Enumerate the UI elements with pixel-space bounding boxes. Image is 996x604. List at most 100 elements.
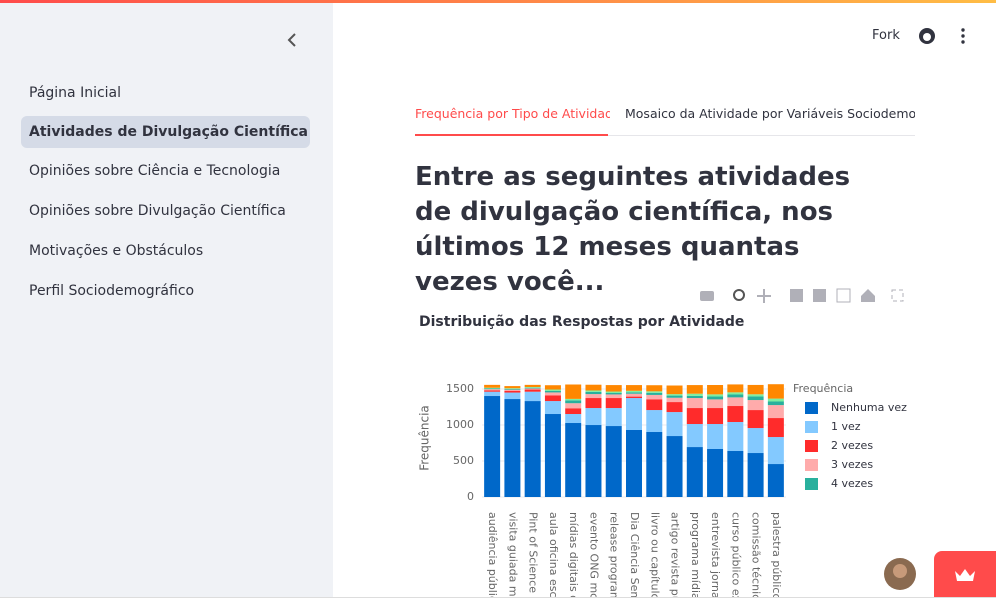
bar-segment [747, 428, 764, 454]
bar-segment [727, 451, 744, 497]
bar-segment [605, 394, 622, 399]
bar-segment [504, 392, 521, 400]
y-tick-label: 500 [453, 454, 474, 467]
bar-segment [646, 432, 663, 497]
nav-item[interactable]: Perfil Sociodemográfico [29, 283, 195, 299]
bar-segment [747, 396, 764, 401]
heading: Entre as seguintes atividades de divulga… [415, 162, 851, 297]
bar-segment [747, 400, 764, 411]
x-tick-label: Pint of Science [527, 512, 540, 593]
bar-segment [666, 436, 683, 497]
bar-segment [626, 385, 642, 391]
bar-segment [727, 384, 744, 393]
bar-segment [524, 384, 541, 388]
bar-segment [686, 424, 703, 448]
bar-segment [666, 394, 683, 396]
streamlit-badge[interactable] [934, 551, 996, 597]
bar-segment [605, 391, 622, 393]
bar-segment [605, 392, 622, 395]
bar-segment [544, 395, 561, 402]
bar-segment [484, 396, 501, 497]
bar-segment [504, 386, 521, 389]
bar-segment [666, 412, 683, 437]
bar-segment [565, 408, 582, 415]
bar-segment [585, 391, 602, 395]
menu-button[interactable] [958, 27, 968, 45]
bar-segment [686, 398, 703, 409]
fork-link[interactable]: Fork [872, 28, 900, 43]
tab[interactable]: Frequência por Tipo de Atividade [415, 106, 610, 121]
x-tick-label: palestra público [770, 512, 783, 597]
nav-item[interactable]: Atividades de Divulgação Científica [21, 116, 310, 148]
bar-segment [747, 384, 764, 395]
bar-segment [484, 387, 501, 389]
sidebar: Página Inicial Atividades de Divulgação C… [0, 3, 333, 603]
bar-segment [646, 392, 663, 395]
collapse-button[interactable] [282, 30, 302, 50]
bar-segment [626, 396, 642, 399]
nav-item[interactable]: Página Inicial [29, 85, 122, 101]
legend-label: 1 vez [831, 420, 861, 433]
x-tick-label: visita guiada mus [506, 512, 519, 597]
bar-segment [544, 390, 561, 393]
bar-segment [484, 389, 501, 391]
bar-segment [686, 395, 703, 399]
bar-segment [767, 437, 784, 465]
legend-swatch [805, 421, 818, 433]
legend-swatch [805, 402, 818, 414]
bar-segment [524, 401, 541, 497]
bar-segment [565, 423, 582, 497]
bar-segment [524, 391, 541, 402]
bar-segment [544, 414, 561, 497]
bar-segment [484, 390, 501, 392]
bar-segment [646, 410, 663, 433]
bar-segment [605, 398, 622, 409]
bar-segment [524, 388, 541, 390]
legend-title: Frequência [793, 382, 853, 395]
chart-title: Distribuição das Respostas por Atividade [419, 314, 744, 330]
chart-toolbar [700, 288, 904, 303]
bar-segment [646, 394, 663, 400]
bar-segment [767, 464, 784, 497]
bar-segment [707, 396, 724, 400]
x-tick-label: mídias digitais ca [567, 512, 580, 597]
y-tick-label: 1000 [446, 418, 474, 431]
tab[interactable]: Mosaico da Atividade por Variáveis Socio… [625, 106, 915, 121]
nav-item[interactable]: Opiniões sobre Ciência e Tecnologia [29, 163, 281, 179]
x-tick-label: artigo revista púb [669, 512, 682, 597]
avatar[interactable] [883, 557, 917, 591]
x-tick-label: comissão técnica [750, 512, 763, 597]
bar-segment [646, 385, 663, 392]
bar-segment [544, 385, 561, 390]
bar-segment [626, 398, 642, 430]
bar-segment [544, 392, 561, 396]
bar-segment [585, 408, 602, 426]
x-tick-label: livro ou capítulo [648, 512, 661, 597]
bar-segment [504, 399, 521, 497]
bar-segment [686, 393, 703, 396]
bar-segment [767, 398, 784, 402]
bar-segment [686, 408, 703, 425]
bar-segment [524, 387, 541, 389]
legend: Nenhuma vez 1 vez 2 vezes 3 vezes 4 vezes [805, 401, 907, 490]
bar-segment [484, 391, 501, 397]
bar-segment [626, 393, 642, 397]
bar-segment [585, 394, 602, 399]
nav-item[interactable]: Opiniões sobre Divulgação Científica [29, 203, 286, 219]
github-icon[interactable] [918, 27, 936, 45]
legend-label: 4 vezes [831, 477, 873, 490]
bar-segment [544, 389, 561, 391]
bar-segment [747, 410, 764, 429]
bar-segment [565, 414, 582, 424]
y-tick-label: 0 [467, 490, 474, 503]
nav-item[interactable]: Motivações e Obstáculos [29, 243, 204, 259]
bar-segment [646, 391, 663, 393]
bar-segment [707, 408, 724, 425]
bar-segment [524, 389, 541, 392]
bar-segment [504, 389, 521, 391]
bar-segment [767, 401, 784, 406]
bar-segment [585, 390, 602, 392]
x-tick-label: curso público ext [729, 512, 742, 597]
